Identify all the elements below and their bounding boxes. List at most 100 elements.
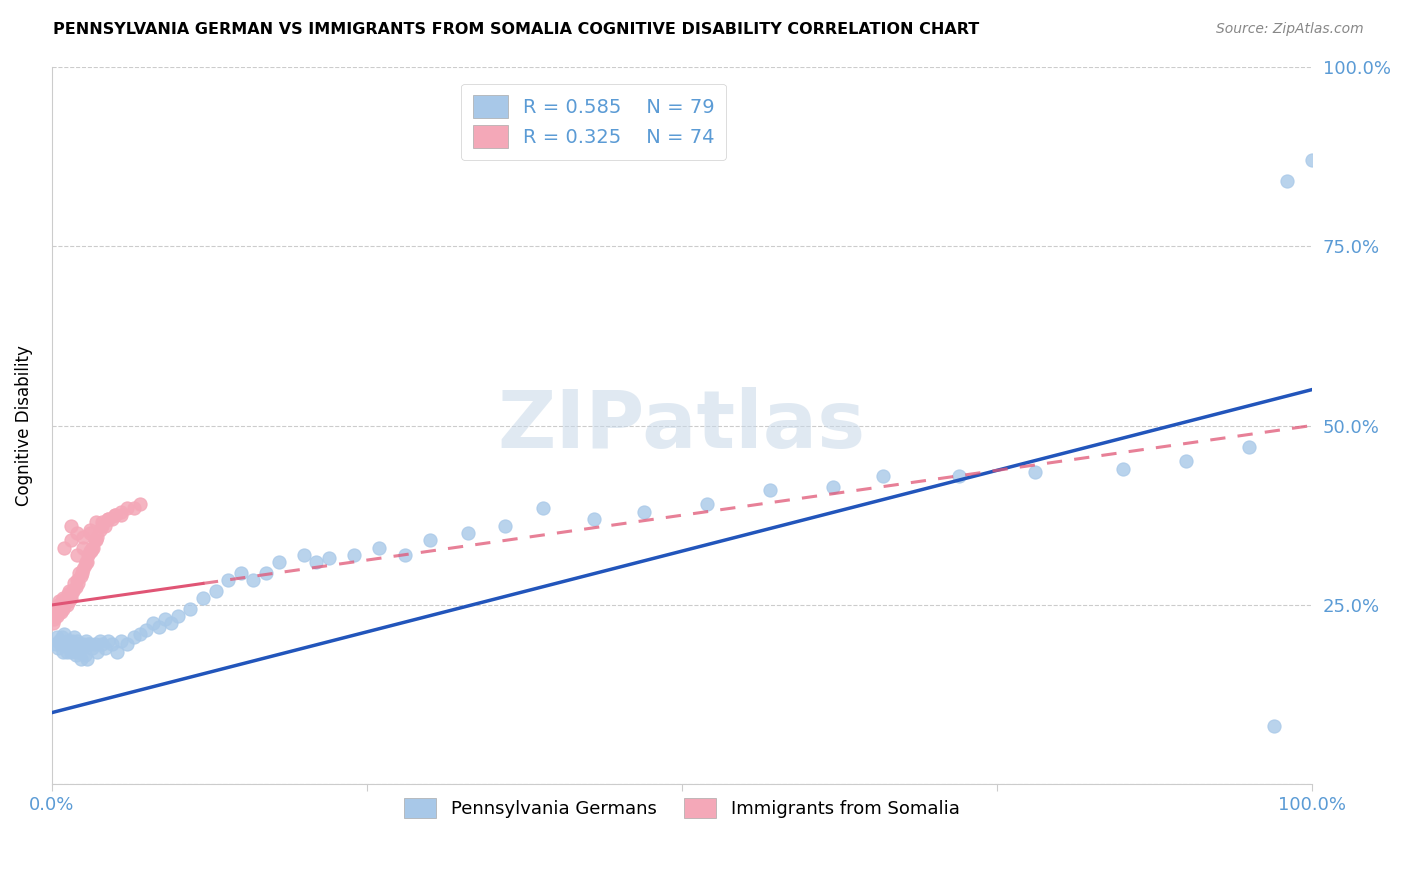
Point [66, 573, 89, 587]
Point [56, 598, 79, 612]
Point [91, 516, 114, 530]
Point [105, 645, 128, 659]
Point [75, 633, 97, 648]
Point [53, 626, 76, 640]
Point [1174, 454, 1197, 468]
Point [59, 519, 82, 533]
Point [56, 645, 79, 659]
Point [69, 566, 91, 580]
Point [58, 594, 80, 608]
Point [821, 479, 844, 493]
Point [79, 526, 101, 541]
Point [44, 637, 66, 651]
Point [101, 637, 124, 651]
Point [75, 555, 97, 569]
Point [79, 637, 101, 651]
Point [51, 630, 73, 644]
Point [86, 645, 108, 659]
Point [53, 594, 76, 608]
Point [55, 591, 77, 605]
Point [52, 601, 75, 615]
Point [191, 591, 214, 605]
Point [77, 637, 100, 651]
Point [160, 615, 183, 630]
Point [46, 601, 69, 615]
Point [531, 501, 554, 516]
Point [46, 598, 69, 612]
Point [1112, 461, 1135, 475]
Point [63, 630, 86, 644]
Point [97, 512, 120, 526]
Point [55, 637, 77, 651]
Point [52, 591, 75, 605]
Point [419, 533, 441, 548]
Point [80, 541, 103, 555]
Point [49, 605, 72, 619]
Point [117, 637, 139, 651]
Point [242, 573, 264, 587]
Point [129, 626, 152, 640]
Point [56, 594, 79, 608]
Point [69, 652, 91, 666]
Point [318, 551, 340, 566]
Point [457, 526, 479, 541]
Point [56, 591, 79, 605]
Point [73, 648, 96, 663]
Point [77, 548, 100, 562]
Point [62, 583, 84, 598]
Point [76, 652, 98, 666]
Point [53, 541, 76, 555]
Point [122, 501, 145, 516]
Point [101, 512, 124, 526]
Point [69, 569, 91, 583]
Point [1024, 465, 1046, 479]
Point [79, 523, 101, 537]
Point [44, 601, 66, 615]
Point [89, 523, 111, 537]
Point [58, 583, 80, 598]
Point [179, 601, 201, 615]
Point [83, 533, 105, 548]
Text: ZIPatlas: ZIPatlas [498, 386, 866, 465]
Point [45, 608, 67, 623]
Point [59, 645, 82, 659]
Point [153, 612, 176, 626]
Point [759, 483, 782, 497]
Point [72, 541, 94, 555]
Point [129, 498, 152, 512]
Y-axis label: Cognitive Disability: Cognitive Disability [15, 345, 32, 506]
Point [66, 526, 89, 541]
Point [72, 562, 94, 576]
Point [48, 633, 70, 648]
Point [48, 605, 70, 619]
Point [1263, 718, 1285, 732]
Point [69, 637, 91, 651]
Point [86, 530, 108, 544]
Point [65, 648, 87, 663]
Point [80, 641, 103, 656]
Point [51, 598, 73, 612]
Point [83, 637, 105, 651]
Point [135, 623, 157, 637]
Point [91, 637, 114, 651]
Point [84, 533, 107, 548]
Point [60, 633, 83, 648]
Point [58, 637, 80, 651]
Point [73, 558, 96, 573]
Point [97, 633, 120, 648]
Point [110, 633, 132, 648]
Point [66, 548, 89, 562]
Point [89, 633, 111, 648]
Point [254, 566, 277, 580]
Point [79, 544, 101, 558]
Legend: Pennsylvania Germans, Immigrants from Somalia: Pennsylvania Germans, Immigrants from So… [396, 790, 967, 826]
Point [394, 548, 416, 562]
Point [70, 566, 93, 580]
Point [49, 601, 72, 615]
Point [142, 615, 165, 630]
Point [44, 605, 66, 619]
Point [582, 512, 605, 526]
Point [66, 633, 89, 648]
Point [368, 541, 391, 555]
Text: PENNSYLVANIA GERMAN VS IMMIGRANTS FROM SOMALIA COGNITIVE DISABILITY CORRELATION : PENNSYLVANIA GERMAN VS IMMIGRANTS FROM S… [53, 22, 980, 37]
